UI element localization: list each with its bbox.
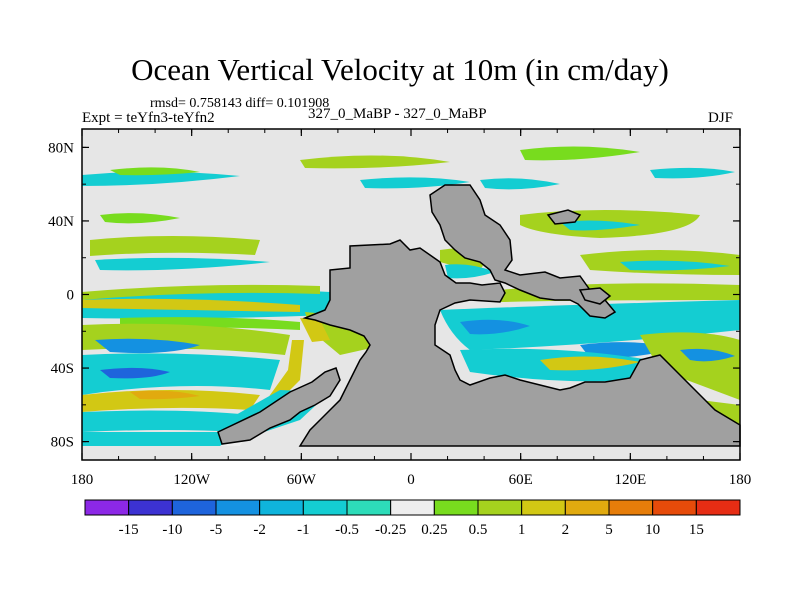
colorbar-label: -0.25 — [375, 522, 406, 538]
colorbar-swatch — [390, 499, 435, 516]
field-patch — [620, 260, 730, 271]
field-patch — [82, 432, 240, 446]
colorbar-label: 0.5 — [469, 522, 488, 538]
period-label: 327_0_MaBP - 327_0_MaBP — [308, 106, 487, 122]
colorbar-label: 5 — [605, 522, 613, 538]
experiment-label: Expt = teYfn3-teYfn2 — [82, 110, 215, 126]
field-patch — [540, 356, 640, 371]
field-patch — [640, 332, 740, 400]
velocity-field — [82, 146, 740, 446]
colorbar-label: -5 — [210, 522, 223, 538]
chart-title: Ocean Vertical Velocity at 10m (in cm/da… — [131, 52, 669, 87]
colorbar-swatch — [84, 499, 130, 516]
stats-label: rmsd= 0.758143 diff= 0.101908 — [150, 96, 330, 111]
colorbar-swatch — [346, 499, 392, 516]
field-patch — [650, 167, 735, 179]
x-tick-label: 120E — [614, 472, 646, 488]
colorbar-label: 0.25 — [421, 522, 447, 538]
x-tick-label: 60E — [509, 472, 533, 488]
colorbar-swatch — [477, 499, 523, 516]
field-patch — [95, 257, 270, 271]
field-patch — [440, 300, 740, 350]
colorbar-swatch — [608, 499, 654, 516]
field-patch — [360, 177, 470, 189]
field-patch — [460, 319, 530, 335]
colorbar-swatch — [302, 499, 348, 516]
colorbar-label: 10 — [645, 522, 660, 538]
x-tick-label: 180 — [71, 472, 94, 488]
field-patch — [680, 348, 735, 362]
field-patch — [82, 410, 250, 432]
field-patch — [82, 171, 240, 186]
colorbar-swatch — [128, 499, 173, 516]
field-patch — [82, 298, 300, 312]
y-tick-label: 40S — [51, 361, 74, 377]
field-patch — [130, 390, 200, 400]
land-mask — [217, 184, 741, 447]
season-label: DJF — [708, 110, 734, 126]
colorbar-swatch — [695, 499, 741, 516]
colorbar-label: -1 — [297, 522, 310, 538]
land-eurasia — [429, 184, 617, 319]
field-patch — [82, 353, 280, 395]
field-patch — [110, 167, 200, 176]
colorbar-label: -10 — [162, 522, 182, 538]
colorbar-swatch — [171, 499, 217, 516]
colorbar-label: -2 — [253, 522, 266, 538]
field-patch — [300, 318, 330, 342]
x-tick-label: 180 — [729, 472, 752, 488]
x-tick-label: 120W — [173, 472, 211, 488]
y-tick-label: 0 — [67, 288, 75, 304]
field-patch — [95, 338, 200, 354]
colorbar-label: -15 — [119, 522, 139, 538]
colorbar-swatch — [652, 499, 697, 516]
y-tick-label: 80N — [48, 140, 74, 156]
x-tick-label: 0 — [407, 472, 415, 488]
colorbar-label: 2 — [562, 522, 570, 538]
land-island — [578, 287, 612, 305]
land-south-america — [217, 367, 341, 445]
colorbar-label: 1 — [518, 522, 526, 538]
colorbar-label: -0.5 — [335, 522, 359, 538]
field-patch — [560, 220, 640, 231]
field-patch — [100, 367, 170, 379]
x-tick-label: 60W — [287, 472, 317, 488]
colorbar-swatch — [259, 499, 304, 516]
land-island — [546, 209, 582, 225]
colorbar-swatch — [215, 499, 261, 516]
field-patch — [480, 178, 560, 190]
colorbar-label: 15 — [689, 522, 704, 538]
field-patch — [445, 264, 495, 279]
field-patch — [82, 284, 320, 300]
field-patch — [300, 155, 450, 169]
colorbar-swatch — [564, 499, 610, 516]
y-tick-label: 80S — [51, 435, 74, 451]
colorbar-swatch — [521, 499, 566, 516]
field-patch — [90, 236, 260, 256]
y-tick-label: 40N — [48, 214, 74, 230]
field-patch — [100, 213, 180, 224]
land-north-america — [298, 239, 741, 447]
field-patch — [82, 390, 260, 412]
field-patch — [520, 146, 640, 161]
colorbar-swatch — [433, 499, 479, 516]
